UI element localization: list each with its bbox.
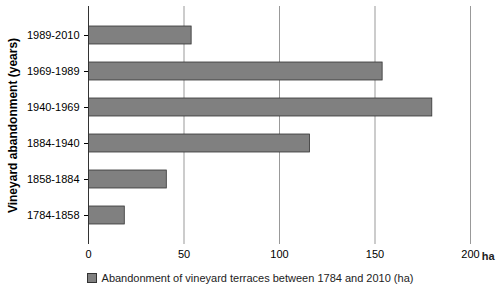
svg-text:Vineyard abandonment (years): Vineyard abandonment (years) [6,38,20,213]
svg-text:1989-2010: 1989-2010 [27,29,80,41]
svg-text:1940-1969: 1940-1969 [27,101,80,113]
svg-text:1858-1884: 1858-1884 [27,173,80,185]
html-text:Abandonment of vineyard terrac: Abandonment of vineyard terraces between… [101,272,414,284]
svg-text:150: 150 [366,248,384,260]
svg-text:100: 100 [270,248,288,260]
svg-text:200: 200 [461,248,479,260]
svg-text:1884-1940: 1884-1940 [27,137,80,149]
svg-text:50: 50 [178,248,190,260]
svg-text:1784-1858: 1784-1858 [27,209,80,221]
svg-text:1969-1989: 1969-1989 [27,65,80,77]
svg-text:ha: ha [482,250,496,262]
svg-text:0: 0 [85,248,91,260]
